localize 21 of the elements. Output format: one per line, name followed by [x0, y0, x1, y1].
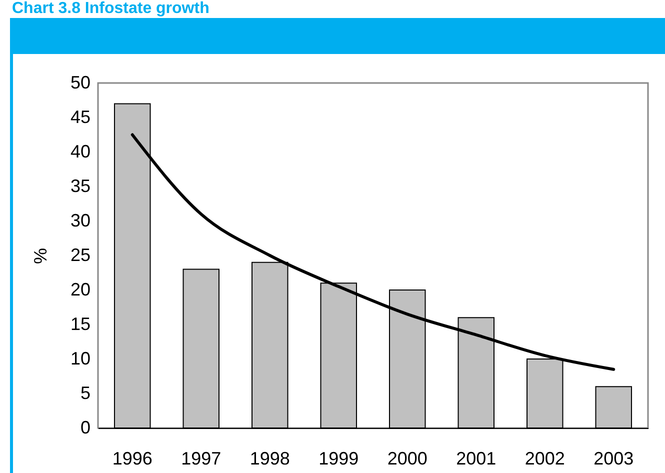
- y-tick-label: 10: [70, 348, 90, 368]
- y-tick-label: 15: [70, 314, 90, 334]
- x-tick-label: 2001: [456, 448, 496, 468]
- x-tick-label: 1999: [318, 448, 359, 468]
- x-tick-label: 2003: [594, 448, 634, 468]
- x-tick-label: 1998: [250, 448, 290, 468]
- y-tick-label: 0: [80, 418, 90, 438]
- y-tick-label: 25: [70, 245, 90, 265]
- x-tick-label: 1997: [181, 448, 222, 468]
- x-tick-label: 1996: [112, 448, 152, 468]
- y-tick-label: 40: [70, 142, 90, 162]
- y-tick-label: 5: [80, 383, 90, 403]
- y-tick-label: 45: [70, 107, 90, 127]
- x-tick-label: 2002: [524, 448, 565, 468]
- y-tick-label: 30: [70, 210, 90, 230]
- y-tick-label: 35: [70, 176, 90, 196]
- y-axis-title: %: [30, 248, 50, 264]
- y-tick-label: 50: [70, 72, 90, 92]
- chart-title: Chart 3.8 Infostate growth: [11, 0, 210, 18]
- x-tick-label: 2000: [387, 448, 428, 468]
- y-tick-label: 20: [70, 280, 90, 300]
